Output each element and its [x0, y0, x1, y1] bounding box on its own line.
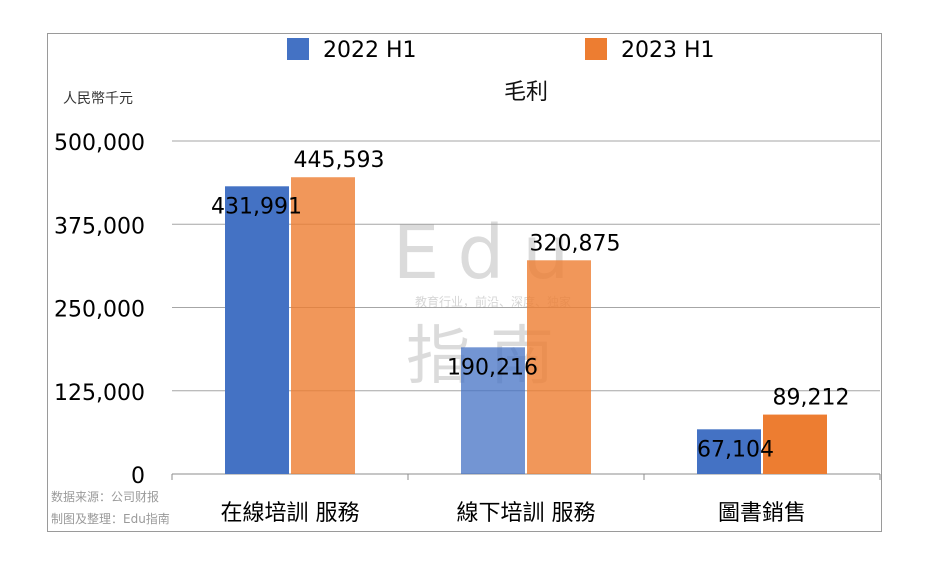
legend: 2022 H1 2023 H1 [287, 38, 715, 63]
y-axis-ticks: 0 125,000 250,000 375,000 500,000 [54, 131, 145, 489]
bar-series1 [461, 347, 525, 474]
legend-label: 2023 H1 [621, 38, 715, 63]
legend-label: 2022 H1 [323, 38, 417, 63]
data-label: 445,593 [294, 148, 385, 173]
y-tick-label: 125,000 [54, 381, 145, 406]
y-axis-label: 人民幣千元 [63, 91, 133, 107]
x-tick-label: 線下培訓 服務 [457, 501, 596, 526]
data-label: 89,212 [773, 386, 850, 411]
x-tick-label: 在線培訓 服務 [221, 501, 360, 526]
y-tick-label: 500,000 [54, 131, 145, 156]
x-tick-label: 圖書銷售 [718, 501, 806, 526]
bar-series1 [225, 186, 289, 474]
gridlines [171, 140, 881, 480]
data-labels: 431,991 445,593 190,216 320,875 67,104 89,212 [211, 148, 849, 462]
bar-series2 [527, 260, 591, 474]
data-label: 320,875 [530, 231, 621, 256]
source-note: 数据来源：公司财报 [51, 489, 159, 504]
bar-series2 [291, 177, 355, 475]
y-tick-label: 250,000 [54, 298, 145, 323]
data-label: 431,991 [211, 194, 302, 219]
y-tick-label: 0 [131, 464, 145, 489]
credit-note: 制图及整理：Edu指南 [51, 511, 170, 526]
bars [225, 177, 827, 475]
chart-title: 毛利 [504, 80, 548, 105]
data-label: 190,216 [447, 355, 538, 380]
legend-swatch [585, 38, 607, 60]
y-tick-label: 375,000 [54, 214, 145, 239]
data-label: 67,104 [697, 437, 774, 462]
bar-series2 [763, 414, 827, 474]
x-axis-ticks: 在線培訓 服務 線下培訓 服務 圖書銷售 [221, 501, 807, 526]
legend-swatch [287, 38, 309, 60]
bar-series1 [697, 429, 761, 474]
